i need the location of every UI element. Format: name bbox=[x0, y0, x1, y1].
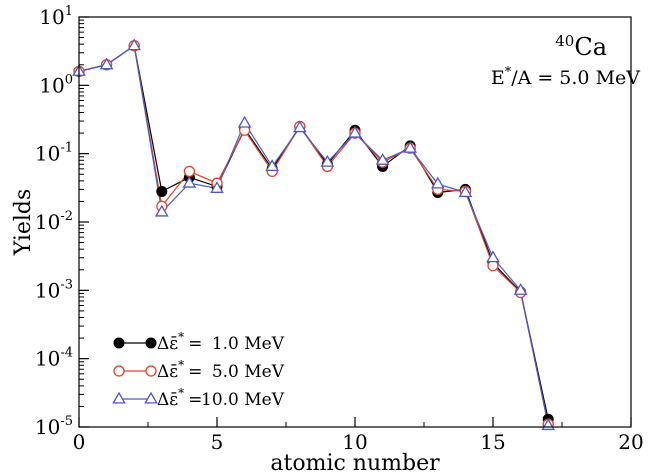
x-tick-label: 20 bbox=[618, 430, 643, 454]
y-tick-label: 100 bbox=[39, 72, 73, 97]
data-point bbox=[375, 152, 390, 165]
data-point bbox=[99, 57, 114, 70]
nucleus-annotation: 40Ca bbox=[555, 32, 607, 61]
y-tick-base: 10 bbox=[39, 5, 64, 29]
y-tick-exponent: -2 bbox=[60, 209, 73, 224]
data-point bbox=[486, 250, 500, 263]
data-point bbox=[320, 154, 335, 167]
legend-item: Δε̄* = 5.0 MeV bbox=[113, 358, 285, 382]
energy-sup: * bbox=[505, 65, 512, 80]
energy-annotation: E*/A = 5.0 MeV bbox=[491, 65, 640, 89]
data-point bbox=[210, 181, 224, 193]
y-tick-base: 10 bbox=[35, 415, 60, 439]
y-tick-base: 10 bbox=[35, 142, 60, 166]
y-tick-exponent: -5 bbox=[60, 414, 73, 429]
legend-value: 1.0 MeV bbox=[212, 334, 285, 354]
legend-item: Δε̄* = 1.0 MeV bbox=[113, 330, 285, 354]
y-tick-label: 10-2 bbox=[35, 209, 73, 234]
data-point bbox=[348, 125, 362, 138]
x-tick-label: 5 bbox=[211, 430, 224, 454]
legend-symbol-sup: * bbox=[178, 358, 184, 372]
legend-marker bbox=[144, 391, 158, 404]
data-point bbox=[265, 159, 280, 172]
x-tick-label: 10 bbox=[342, 430, 367, 454]
y-tick-base: 10 bbox=[35, 347, 60, 371]
data-point bbox=[183, 165, 196, 178]
legend-equals: = bbox=[188, 362, 202, 382]
legend-marker bbox=[145, 337, 157, 349]
legend-label: Δε̄* = bbox=[157, 330, 202, 354]
legend-marker bbox=[113, 365, 125, 377]
legend-symbol: Δε̄ bbox=[157, 362, 178, 382]
data-point bbox=[154, 204, 169, 217]
data-point bbox=[127, 38, 142, 51]
legend-marker bbox=[145, 365, 157, 377]
legend-label: Δε̄* = bbox=[157, 386, 202, 410]
legend-label: Δε̄* = bbox=[157, 358, 202, 382]
y-axis-label: Yields bbox=[11, 189, 36, 257]
y-tick-exponent: -4 bbox=[60, 346, 73, 361]
series-3 bbox=[78, 44, 549, 426]
y-tick-base: 10 bbox=[39, 73, 64, 97]
legend-equals: = bbox=[188, 390, 202, 410]
plot-marks bbox=[72, 38, 556, 431]
y-tick-label: 10-4 bbox=[35, 346, 73, 371]
legend-value: 10.0 MeV bbox=[201, 390, 285, 410]
y-tick-label: 101 bbox=[39, 4, 73, 29]
y-tick-base: 10 bbox=[35, 278, 60, 302]
y-tick-exponent: 0 bbox=[65, 72, 73, 87]
data-point bbox=[182, 175, 197, 188]
legend-value: 5.0 MeV bbox=[212, 362, 285, 382]
x-axis: 0 5 10 15 20 bbox=[73, 417, 644, 454]
y-tick-exponent: 1 bbox=[65, 4, 73, 19]
x-axis-label: atomic number bbox=[270, 451, 440, 474]
series-3-points bbox=[72, 38, 556, 431]
legend-marker bbox=[113, 337, 125, 349]
energy-prefix: E bbox=[491, 67, 505, 89]
y-tick-label: 10-3 bbox=[35, 277, 73, 302]
series-line bbox=[78, 44, 549, 420]
x-tick-label: 15 bbox=[480, 430, 505, 454]
legend-symbol: Δε̄ bbox=[157, 334, 178, 354]
data-point bbox=[430, 176, 445, 189]
nucleus-mass: 40 bbox=[555, 32, 574, 50]
y-tick-exponent: -3 bbox=[60, 277, 73, 292]
y-tick-exponent: -1 bbox=[60, 141, 73, 156]
legend-item: Δε̄* =10.0 MeV bbox=[112, 386, 285, 410]
legend-symbol-sup: * bbox=[178, 330, 184, 344]
nucleus-symbol: Ca bbox=[574, 33, 607, 61]
y-tick-base: 10 bbox=[35, 210, 60, 234]
data-point bbox=[292, 120, 307, 133]
data-point bbox=[156, 185, 168, 197]
energy-suffix: /A = 5.0 MeV bbox=[511, 67, 640, 89]
y-tick-label: 10-1 bbox=[35, 141, 73, 166]
data-point bbox=[403, 140, 418, 153]
data-point bbox=[458, 185, 473, 198]
data-point bbox=[237, 115, 252, 128]
series-line bbox=[78, 44, 549, 426]
legend-equals: = bbox=[188, 334, 202, 354]
y-tick-label: 10-5 bbox=[35, 414, 73, 439]
legend-marker bbox=[112, 391, 126, 404]
data-point bbox=[513, 283, 528, 295]
legend-symbol: Δε̄ bbox=[157, 390, 178, 410]
series-1 bbox=[78, 44, 549, 420]
legend-symbol-sup: * bbox=[178, 386, 184, 400]
x-tick-label: 0 bbox=[73, 430, 86, 454]
